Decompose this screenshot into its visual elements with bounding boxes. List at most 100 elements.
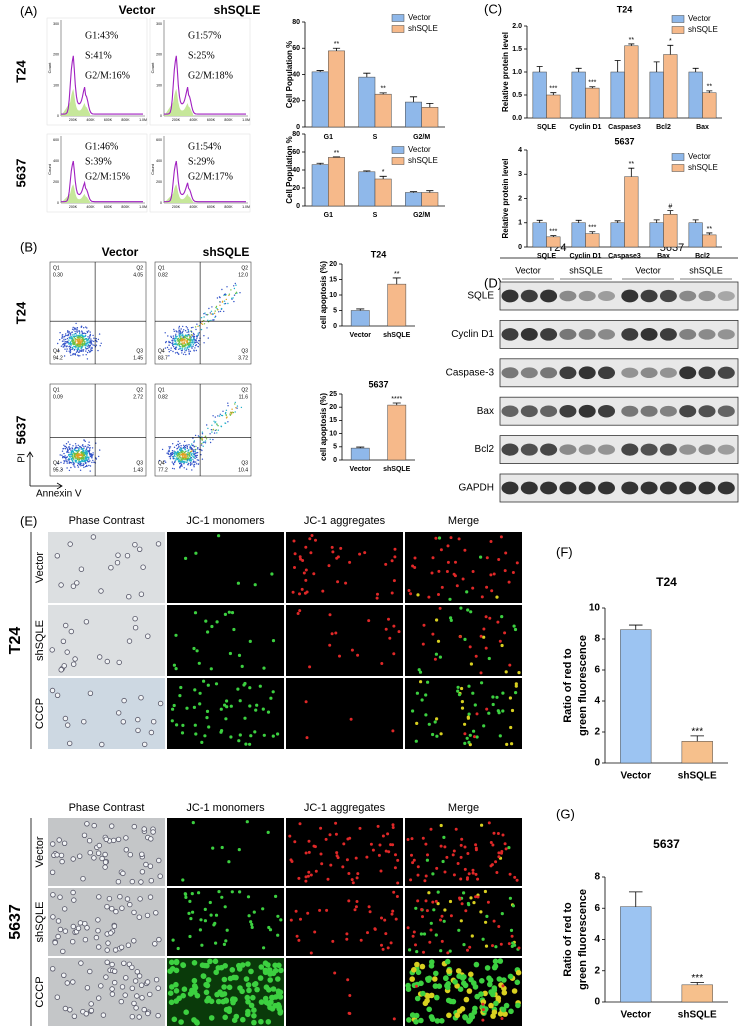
flow-event	[191, 347, 192, 348]
cell	[116, 553, 121, 558]
cell	[487, 982, 493, 988]
cell	[495, 596, 498, 599]
cell	[500, 852, 503, 855]
blot-band	[579, 482, 596, 495]
cell	[312, 572, 315, 575]
cell	[384, 932, 387, 935]
flow-event	[182, 343, 183, 344]
cell	[224, 717, 227, 720]
flow-event	[67, 330, 68, 331]
error-bar	[410, 97, 417, 102]
cell	[485, 708, 488, 711]
cell	[299, 822, 302, 825]
error-bar	[706, 233, 712, 235]
cell	[435, 867, 438, 870]
flow-event	[84, 455, 85, 456]
cell	[373, 927, 376, 930]
flow-event	[88, 344, 89, 345]
x-tick-label: Cyclin D1	[570, 253, 602, 260]
cell	[411, 861, 414, 864]
cell	[440, 845, 443, 848]
flow-event	[235, 293, 236, 294]
flow-event	[192, 340, 193, 341]
flow-event	[184, 456, 185, 457]
protein-label: SQLE	[467, 291, 494, 302]
cell	[334, 822, 337, 825]
cell	[140, 852, 145, 857]
flow-event	[74, 337, 75, 338]
cell	[438, 536, 441, 539]
bar	[533, 72, 547, 118]
flow-event	[170, 342, 171, 343]
panel-label: (A)	[20, 3, 37, 18]
quadrant-value: 0.82	[158, 272, 168, 278]
cell	[145, 980, 150, 985]
flow-event	[173, 329, 174, 330]
cell	[344, 582, 347, 585]
cell	[204, 982, 210, 988]
flow-event	[82, 345, 83, 346]
cell	[117, 660, 122, 665]
cell	[468, 713, 471, 716]
flow-event	[83, 450, 84, 451]
cell	[105, 960, 110, 965]
cell	[431, 733, 434, 736]
cell	[333, 972, 336, 975]
flow-event	[81, 334, 82, 335]
micrograph	[167, 678, 284, 749]
cell	[498, 958, 504, 964]
flow-event	[179, 342, 180, 343]
flow-event	[73, 463, 74, 464]
cell	[482, 1008, 485, 1011]
flow-event	[171, 343, 172, 344]
cell	[181, 878, 184, 881]
flow-event	[174, 452, 175, 453]
flow-event	[174, 462, 175, 463]
micrograph	[167, 532, 284, 603]
flow-event	[188, 450, 189, 451]
cell	[154, 977, 159, 982]
cell	[214, 992, 220, 998]
bar	[682, 985, 713, 1002]
protein-label: Bax	[477, 406, 494, 417]
flow-event	[72, 337, 73, 338]
phase-percentage: G1:57%	[188, 30, 221, 41]
cell	[116, 837, 121, 842]
x-tick-label: SQLE	[537, 124, 556, 131]
cell	[249, 920, 252, 923]
cell	[188, 900, 191, 903]
cell	[380, 870, 383, 873]
flow-event	[88, 330, 89, 331]
cell	[50, 688, 55, 693]
flow-event	[227, 303, 228, 304]
flow-event	[182, 326, 183, 327]
cell	[475, 873, 478, 876]
bar	[351, 311, 369, 327]
quadrant-value: 3.72	[238, 355, 248, 361]
x-tick-label: G1	[324, 134, 333, 141]
flow-event	[92, 335, 93, 336]
flow-event	[188, 331, 189, 332]
cell	[301, 588, 304, 591]
x-tick-label: Bax	[657, 253, 670, 260]
flow-event	[182, 332, 183, 333]
cell	[331, 632, 334, 635]
flow-event	[221, 415, 222, 416]
flow-event	[182, 335, 183, 336]
flow-event	[69, 343, 70, 344]
legend-swatch	[672, 165, 684, 172]
cell	[65, 981, 70, 986]
flow-event	[241, 407, 242, 408]
cell	[223, 943, 226, 946]
flow-event	[63, 445, 64, 446]
cell	[188, 935, 191, 938]
cell	[467, 685, 470, 688]
flow-event	[169, 456, 170, 457]
y-tick-label: 4	[518, 147, 522, 154]
flow-event	[87, 352, 88, 353]
flow-event	[184, 339, 185, 340]
cell	[63, 716, 68, 721]
flow-event	[178, 338, 179, 339]
cell	[99, 984, 104, 989]
flow-event	[222, 301, 223, 302]
